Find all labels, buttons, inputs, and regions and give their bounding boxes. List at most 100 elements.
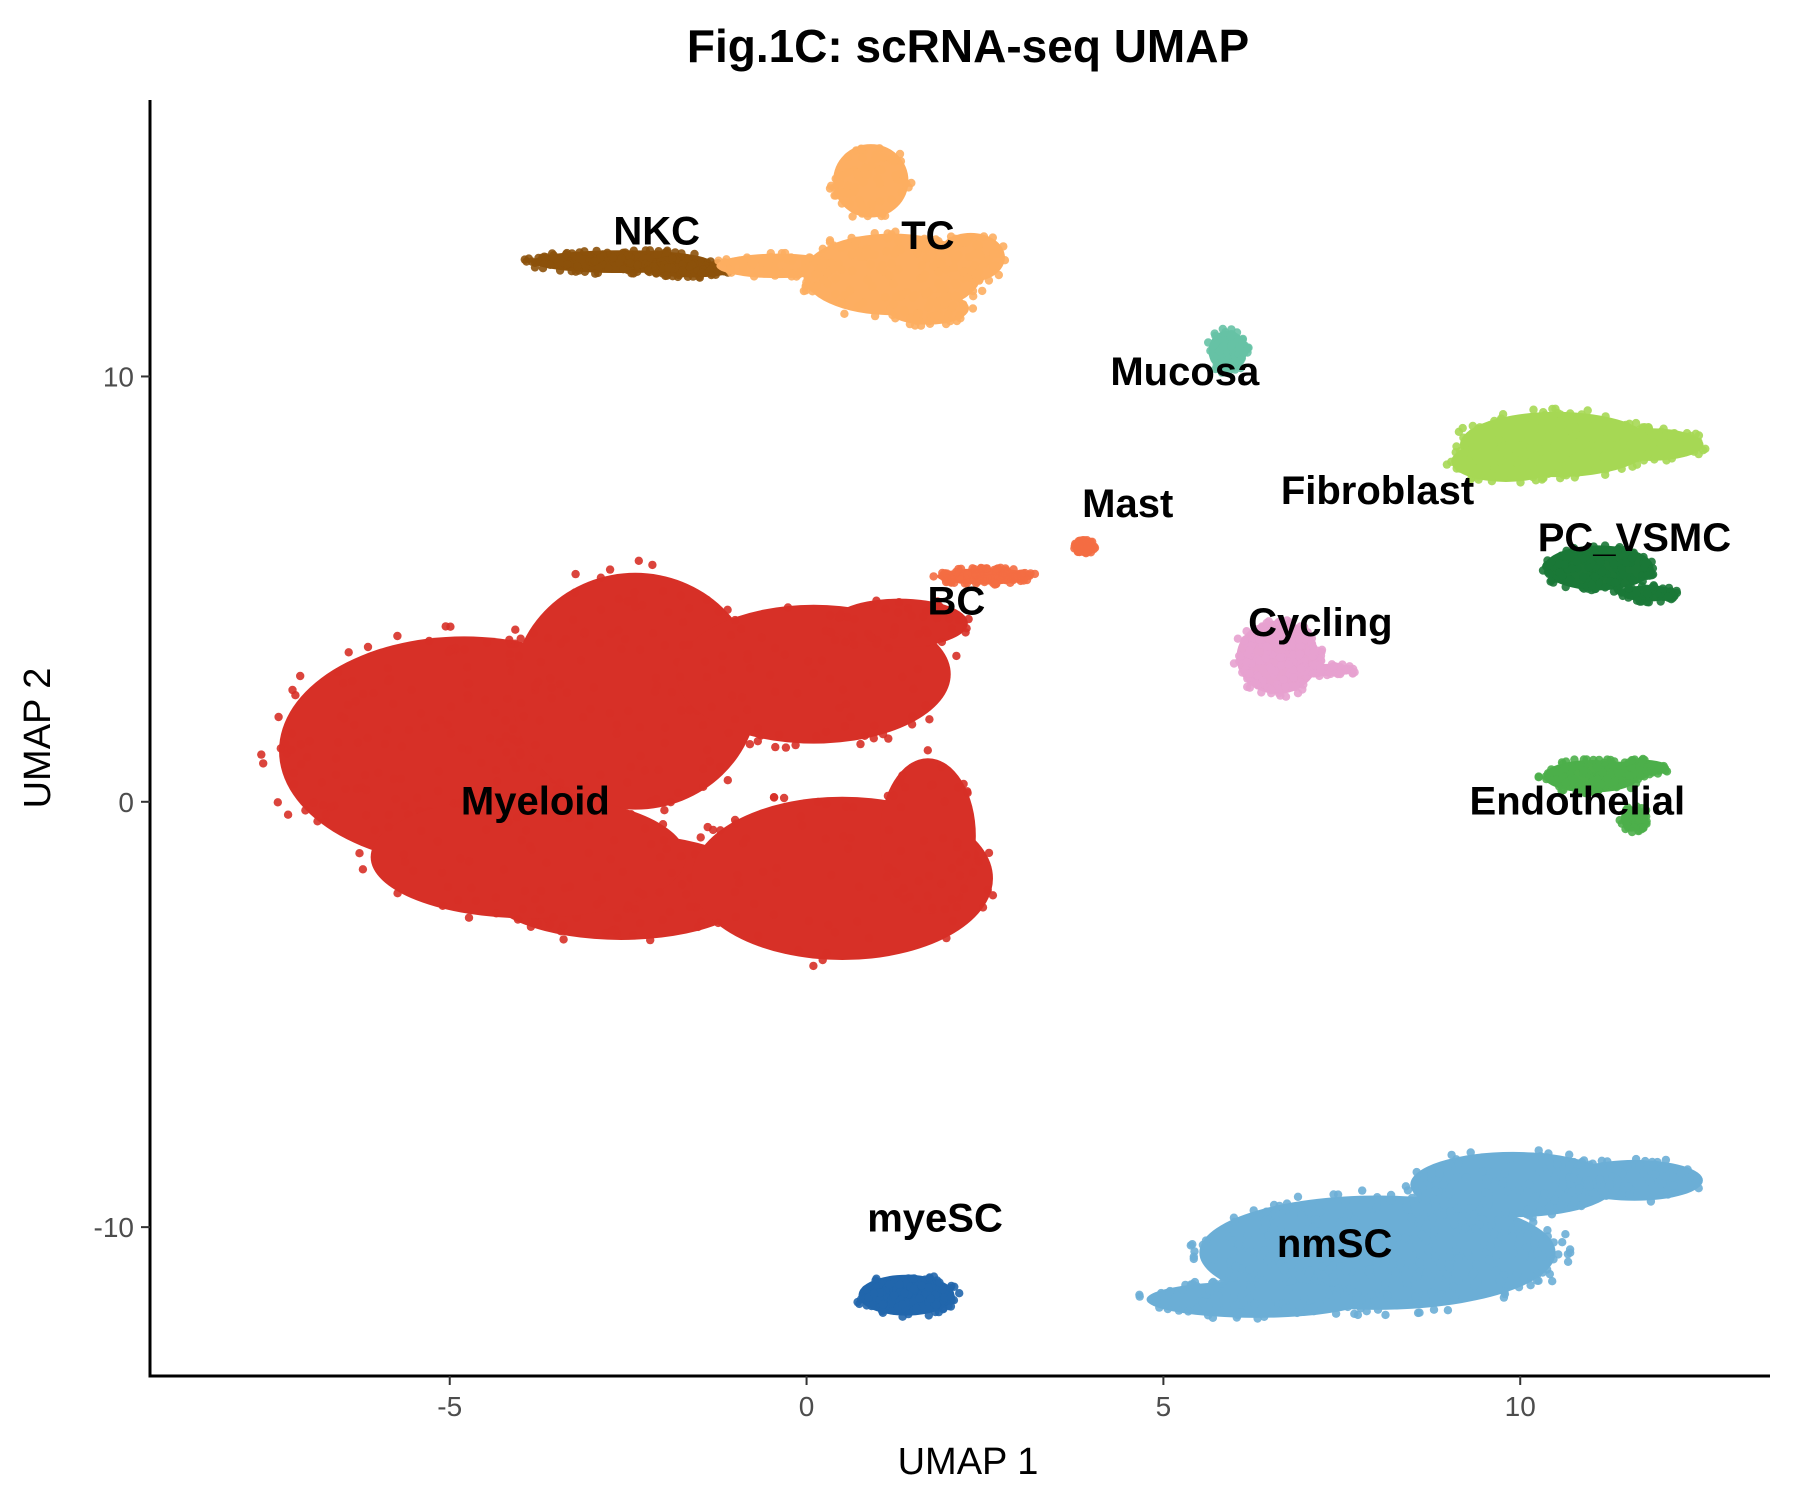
cell-point — [952, 902, 961, 912]
cell-point — [1450, 1220, 1459, 1229]
cell-point — [665, 907, 675, 916]
cell-point — [560, 884, 569, 893]
cell-point — [877, 1306, 887, 1316]
cell-point — [556, 639, 565, 648]
cell-point — [868, 250, 877, 260]
cell-point — [1239, 1298, 1248, 1307]
cluster-pc-vsmc-points — [1538, 541, 1682, 607]
cell-point — [1597, 779, 1606, 789]
cell-point — [823, 268, 832, 278]
cell-point — [676, 591, 686, 600]
cell-point — [840, 309, 849, 318]
cell-point — [1372, 1203, 1382, 1212]
cell-point — [960, 884, 969, 893]
cell-point — [1541, 440, 1551, 449]
cell-point — [937, 763, 946, 772]
cell-point — [919, 836, 928, 845]
cell-point — [1656, 439, 1665, 448]
cell-point — [974, 857, 983, 866]
cell-point — [1531, 476, 1541, 485]
points-layer — [257, 144, 1710, 1323]
cell-point — [791, 740, 800, 750]
cell-point — [1514, 1240, 1524, 1249]
cell-point — [490, 708, 500, 717]
cell-point — [471, 896, 480, 905]
cell-point — [1534, 772, 1543, 781]
cell-point — [937, 257, 946, 267]
cell-point — [953, 838, 962, 847]
cell-point — [619, 265, 628, 274]
cell-point — [1383, 1291, 1392, 1300]
cell-point — [1262, 642, 1271, 651]
cell-point — [1514, 1186, 1524, 1195]
cell-point — [896, 803, 906, 812]
cell-point — [1157, 1288, 1166, 1298]
cell-point — [787, 269, 796, 278]
cell-point — [884, 863, 893, 872]
cell-point — [493, 777, 502, 786]
cell-point — [1622, 448, 1631, 457]
cell-point — [718, 651, 727, 661]
cell-point — [846, 834, 855, 843]
cell-point — [781, 743, 791, 752]
cell-point — [705, 757, 714, 766]
cell-point — [521, 826, 531, 835]
cell-point — [925, 871, 934, 881]
cell-point — [1545, 1158, 1554, 1167]
cell-point — [1341, 1198, 1350, 1208]
cell-point — [341, 784, 350, 793]
cell-point — [831, 274, 840, 284]
cell-point — [457, 744, 466, 753]
cell-point — [656, 853, 665, 862]
cell-point — [827, 870, 836, 880]
cell-point — [858, 153, 867, 163]
cell-point — [1224, 1267, 1233, 1276]
cell-point — [924, 1311, 933, 1320]
cell-point — [909, 1274, 919, 1283]
cell-point — [910, 291, 920, 300]
cell-point — [504, 817, 513, 827]
cell-point — [885, 1280, 894, 1289]
cell-point — [1488, 440, 1498, 449]
cell-point — [463, 662, 472, 672]
cell-point — [869, 893, 878, 903]
cell-point — [1516, 472, 1525, 482]
cell-point — [938, 568, 947, 578]
cell-point — [843, 152, 853, 162]
cell-point — [647, 840, 656, 849]
cell-point — [1482, 1178, 1491, 1187]
cell-point — [1523, 1243, 1532, 1252]
x-tick-label: -5 — [437, 1391, 462, 1422]
cell-point — [800, 264, 809, 274]
cell-point — [1328, 1244, 1337, 1253]
cell-point — [1427, 1288, 1436, 1297]
cell-point — [965, 252, 974, 261]
cell-point — [1430, 1186, 1440, 1196]
cell-point — [499, 865, 508, 874]
cluster-core — [879, 758, 976, 914]
cell-point — [983, 885, 992, 895]
cell-point — [1421, 1196, 1431, 1205]
cell-point — [742, 253, 752, 262]
cell-point — [780, 650, 789, 659]
cell-point — [1656, 597, 1665, 606]
cell-point — [1281, 1304, 1291, 1313]
cluster-label-bc: BC — [928, 580, 986, 624]
cell-point — [1233, 634, 1243, 643]
cell-point — [1242, 627, 1251, 636]
cell-point — [1565, 575, 1575, 584]
cell-point — [969, 868, 978, 877]
cell-point — [481, 695, 490, 705]
cell-point — [545, 920, 555, 929]
cell-point — [1612, 459, 1621, 468]
cell-point — [844, 844, 853, 853]
cell-point — [1373, 1193, 1382, 1202]
cell-point — [896, 157, 906, 166]
cell-point — [592, 872, 602, 882]
cell-point — [1469, 1210, 1478, 1219]
cell-point — [333, 667, 343, 677]
cell-point — [698, 721, 708, 730]
cell-point — [730, 715, 740, 724]
cell-point — [417, 826, 426, 835]
cell-point — [1561, 1230, 1570, 1239]
